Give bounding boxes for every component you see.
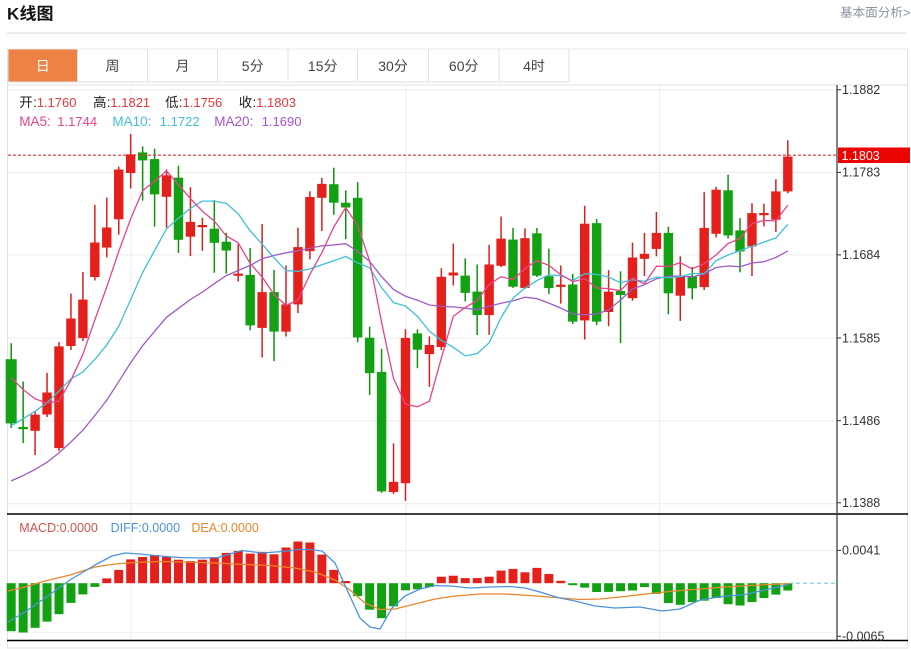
svg-text:1.1684: 1.1684 — [842, 248, 880, 262]
svg-text::: : — [253, 95, 257, 110]
svg-text:1.1760: 1.1760 — [37, 95, 77, 110]
svg-text:1.1756: 1.1756 — [183, 95, 223, 110]
svg-text:1.1486: 1.1486 — [842, 414, 880, 428]
svg-text:1.1803: 1.1803 — [842, 149, 880, 163]
svg-text:-0.0065: -0.0065 — [842, 630, 884, 644]
svg-text::: : — [107, 95, 111, 110]
svg-text:1.1803: 1.1803 — [256, 95, 296, 110]
svg-text:DEA:0.0000: DEA:0.0000 — [191, 521, 258, 535]
svg-text:0: 0 — [457, 58, 465, 74]
svg-text:K: K — [7, 5, 20, 24]
svg-text:5: 5 — [242, 58, 250, 74]
svg-text:4: 4 — [523, 58, 531, 74]
svg-text:1.1744: 1.1744 — [57, 114, 97, 129]
svg-text:MA20:: MA20: — [214, 114, 253, 129]
svg-text:1.1783: 1.1783 — [842, 166, 880, 180]
svg-text:MACD:0.0000: MACD:0.0000 — [19, 521, 98, 535]
svg-text:MA10:: MA10: — [112, 114, 151, 129]
svg-text::: : — [179, 95, 183, 110]
svg-text:1.1722: 1.1722 — [160, 114, 200, 129]
svg-text:5: 5 — [316, 58, 324, 74]
svg-text:0: 0 — [386, 58, 394, 74]
svg-text:DIFF:0.0000: DIFF:0.0000 — [111, 521, 181, 535]
svg-text:3: 3 — [378, 58, 386, 74]
svg-text:1.1585: 1.1585 — [842, 331, 880, 345]
svg-text:>: > — [903, 6, 910, 20]
svg-text:0.0041: 0.0041 — [842, 544, 880, 558]
svg-text:MA5:: MA5: — [19, 114, 51, 129]
svg-text:1.1821: 1.1821 — [110, 95, 150, 110]
svg-text::: : — [33, 95, 37, 110]
svg-text:1.1690: 1.1690 — [262, 114, 302, 129]
svg-text:6: 6 — [449, 58, 457, 74]
svg-text:1.1388: 1.1388 — [842, 496, 880, 510]
svg-text:1.1882: 1.1882 — [842, 83, 880, 97]
svg-text:1: 1 — [308, 58, 316, 74]
